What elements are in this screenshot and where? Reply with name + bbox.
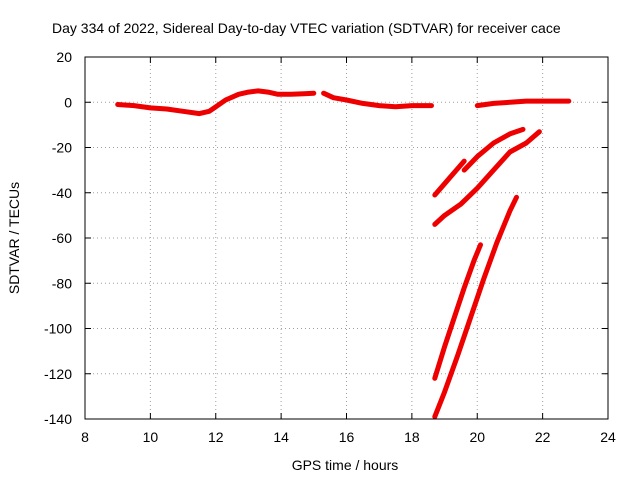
x-tick-label: 18 xyxy=(404,429,420,445)
x-tick-label: 22 xyxy=(535,429,551,445)
x-tick-label: 16 xyxy=(339,429,355,445)
series-layer xyxy=(115,88,572,420)
y-tick-label: -20 xyxy=(52,140,72,156)
y-tick-label: -120 xyxy=(44,366,72,382)
data-series-segment-5 xyxy=(461,126,526,173)
x-axis-label: GPS time / hours xyxy=(292,457,399,473)
y-tick-label: -80 xyxy=(52,275,72,291)
tick-layer: 8 10 12 14 16 18 20 22 24 -140 -120 -100 -80 -60 -40 -2… xyxy=(44,49,616,445)
x-tick-label: 24 xyxy=(600,429,616,445)
x-tick-label: 10 xyxy=(143,429,159,445)
y-tick-label: 0 xyxy=(64,94,72,110)
data-series-segment-8 xyxy=(432,194,519,420)
x-tick-label: 12 xyxy=(208,429,224,445)
y-tick-label: 20 xyxy=(56,49,72,65)
data-series-segment-3 xyxy=(474,98,572,109)
grid-layer xyxy=(85,57,608,419)
data-series-segment-2 xyxy=(321,90,434,110)
chart-title: Day 334 of 2022, Sidereal Day-to-day VTE… xyxy=(52,20,561,36)
y-tick-label: -40 xyxy=(52,185,72,201)
data-series-segment-1 xyxy=(115,88,317,117)
y-tick-label: -100 xyxy=(44,321,72,337)
data-series-segment-4 xyxy=(432,158,467,198)
x-tick-label: 14 xyxy=(273,429,289,445)
data-series-segment-7 xyxy=(432,242,483,381)
x-tick-label: 20 xyxy=(469,429,485,445)
data-series-segment-6 xyxy=(432,129,542,227)
x-tick-label: 8 xyxy=(81,429,89,445)
y-tick-label: -140 xyxy=(44,411,72,427)
y-tick-label: -60 xyxy=(52,230,72,246)
y-axis-label: SDTVAR / TECUs xyxy=(6,182,22,294)
